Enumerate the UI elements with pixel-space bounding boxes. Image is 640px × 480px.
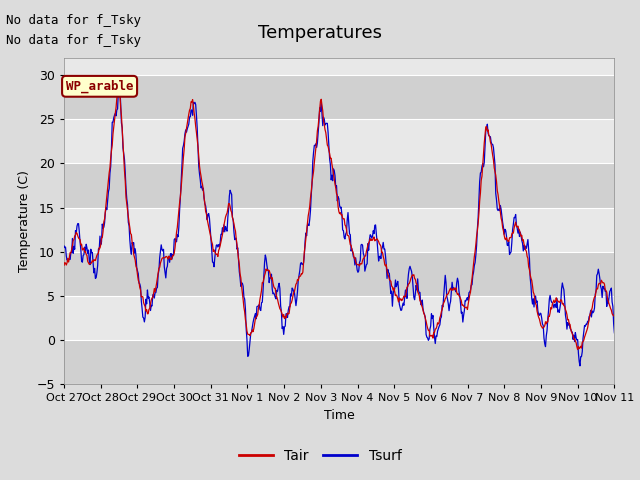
Bar (64, 340, 614, 384)
Y-axis label: Temperature (C): Temperature (C) (18, 170, 31, 272)
Text: WP_arable: WP_arable (66, 80, 133, 93)
Bar (64, 252, 614, 296)
Text: Temperatures: Temperatures (258, 24, 382, 42)
Text: No data for f_Tsky: No data for f_Tsky (6, 14, 141, 27)
Bar (64, 164, 614, 207)
X-axis label: Time: Time (324, 408, 355, 421)
Bar (64, 75, 614, 120)
Text: No data for f_Tsky: No data for f_Tsky (6, 34, 141, 47)
Legend: Tair, Tsurf: Tair, Tsurf (233, 443, 407, 468)
